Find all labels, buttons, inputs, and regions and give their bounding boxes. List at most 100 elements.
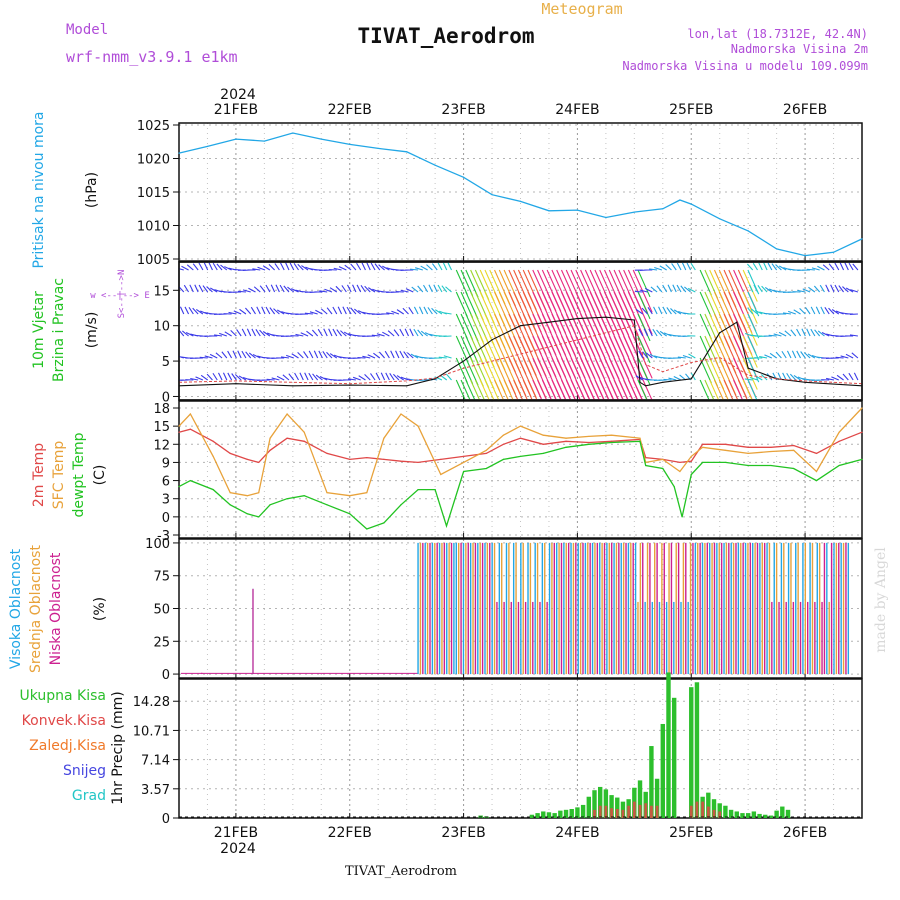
wind-arrow	[340, 330, 347, 337]
precip-total-bar	[597, 786, 603, 818]
wind-arrow	[215, 352, 223, 359]
wind-arrow	[819, 284, 825, 293]
wind-arrow	[796, 328, 802, 337]
wind-arrow	[280, 262, 285, 271]
wind-speed-line-point	[633, 319, 635, 321]
wind-arrow	[294, 372, 300, 381]
wind-arrow	[337, 306, 343, 315]
precip-total-bar	[694, 682, 700, 818]
temp-line-1-point	[815, 470, 818, 473]
wind-speed-line-point	[605, 316, 607, 318]
pressure-line-point	[633, 211, 635, 213]
wind-arrow	[680, 285, 687, 293]
wind-arrow	[684, 286, 691, 293]
precip-total-bar	[654, 778, 660, 818]
wind-arrow	[214, 334, 223, 337]
y-tick-label: 10	[153, 320, 170, 335]
wind-arrow	[699, 379, 710, 400]
wind-arrow	[309, 311, 318, 315]
wind-arrow	[271, 377, 280, 381]
y-tick-label: 10.71	[133, 724, 170, 739]
precip-conv-bar	[632, 801, 636, 818]
wind-arrow	[758, 262, 763, 271]
precip-conv-bar	[610, 808, 613, 818]
wind-arrow	[828, 307, 835, 315]
temp-line-1-point	[178, 425, 180, 427]
wind-arrow	[527, 379, 538, 400]
wind-arrow	[184, 306, 190, 315]
precip-total-bar	[620, 801, 626, 818]
temp-line-0-point	[269, 449, 271, 451]
wind-arrow	[376, 333, 385, 337]
wind-arrow	[455, 291, 468, 317]
wind-arrow	[645, 352, 653, 359]
wind-arrow	[431, 307, 438, 315]
temp-line-2-point	[815, 479, 818, 482]
wind-arrow	[821, 331, 830, 337]
wind-arrow	[411, 286, 419, 293]
wind-arrow	[618, 379, 629, 400]
wind-arrow	[335, 285, 342, 293]
wind-arrow	[627, 379, 638, 400]
temp-line-1-point	[679, 470, 681, 473]
y-tick-label: 15	[153, 284, 170, 299]
wind-arrow	[835, 356, 844, 359]
wind-arrow	[494, 379, 505, 400]
wind-arrow	[375, 372, 381, 381]
wind-arrow	[182, 330, 189, 337]
wind-arrow	[673, 309, 682, 315]
temp-line-1-point	[724, 449, 727, 451]
wind-arrow	[474, 379, 485, 400]
wind-arrow	[390, 350, 395, 359]
wind-arrow	[681, 262, 687, 271]
wind-arrow	[400, 289, 409, 293]
wind-arrow	[522, 379, 533, 400]
temp-line-1-point	[349, 495, 351, 497]
wind-arrow	[252, 268, 261, 271]
precip-total-bar	[689, 687, 694, 818]
wind-arrow	[420, 330, 428, 337]
wind-arrow	[279, 284, 285, 293]
wind-arrow	[342, 306, 347, 315]
wind-arrow	[662, 284, 668, 293]
wind-arrow	[206, 286, 213, 293]
wind-arrow	[253, 286, 261, 293]
wind-arrow	[443, 312, 452, 315]
wind-arrow	[608, 379, 619, 400]
wind-arrow	[793, 309, 801, 315]
conv-precip-title: Konvek.Kisa	[22, 713, 106, 729]
temp-line-0-point	[679, 461, 681, 464]
wind-arrow	[546, 379, 557, 400]
wind-arrow	[276, 375, 285, 381]
wind-arrow	[811, 267, 820, 271]
y-tick-label: 0	[162, 511, 170, 526]
wind-arrow	[410, 353, 419, 359]
precip-total-bar	[723, 805, 728, 818]
wind-arrow	[560, 379, 572, 400]
temp-line-0-point	[724, 443, 727, 445]
temp-line-0-point	[326, 452, 328, 454]
wind-arrow	[667, 284, 672, 293]
wind-arrow	[659, 330, 667, 337]
wind-arrow	[324, 288, 333, 293]
wind-arrow	[810, 306, 816, 315]
wind-arrow	[434, 376, 443, 381]
wind-arrow	[297, 263, 304, 271]
wind-arrow	[283, 285, 290, 293]
wind-arrow	[274, 263, 280, 271]
wind-arrow	[713, 379, 725, 400]
wind-arrow	[782, 372, 787, 381]
wind-arrow	[848, 262, 854, 271]
wind-arrow	[831, 376, 839, 381]
precip-conv-bar	[706, 806, 710, 818]
pressure-line-point	[576, 209, 579, 211]
precip-conv-bar	[655, 805, 659, 818]
wind-arrow	[688, 353, 696, 359]
wind-arrow	[289, 262, 295, 271]
wind-arrow	[775, 351, 782, 359]
wind-arrow	[813, 285, 821, 293]
wind-arrow	[437, 262, 443, 271]
wind-arrow	[831, 309, 840, 315]
wind-arrow	[192, 263, 199, 271]
temp-line-0-point	[246, 458, 248, 461]
